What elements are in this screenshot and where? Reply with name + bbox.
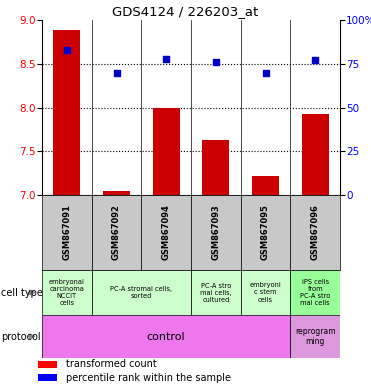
Bar: [241, 270, 290, 315]
Point: [64, 47, 70, 53]
Text: embryoni
c stem
cells: embryoni c stem cells: [250, 283, 281, 303]
Point: [163, 55, 169, 61]
Text: percentile rank within the sample: percentile rank within the sample: [66, 373, 231, 383]
Text: GSM867095: GSM867095: [261, 205, 270, 260]
Bar: [103, 190, 130, 195]
Bar: [42, 270, 92, 315]
Point: [263, 70, 269, 76]
Text: GSM867092: GSM867092: [112, 205, 121, 260]
Bar: [241, 195, 290, 270]
Point: [114, 70, 119, 76]
Bar: [290, 315, 340, 358]
Bar: [42, 195, 92, 270]
Text: GSM867091: GSM867091: [62, 205, 71, 260]
Text: GSM867094: GSM867094: [162, 205, 171, 260]
Bar: [42, 315, 290, 358]
Text: control: control: [147, 331, 186, 341]
Bar: [38, 361, 57, 368]
Text: transformed count: transformed count: [66, 359, 157, 369]
Bar: [92, 270, 191, 315]
Bar: [290, 270, 340, 315]
Bar: [252, 176, 279, 195]
Bar: [191, 270, 241, 315]
Text: embryonal
carcinoma
NCCIT
cells: embryonal carcinoma NCCIT cells: [49, 279, 85, 306]
Bar: [53, 30, 81, 195]
Text: GSM867093: GSM867093: [211, 205, 220, 260]
Text: GDS4124 / 226203_at: GDS4124 / 226203_at: [112, 5, 259, 18]
Text: PC-A stromal cells,
sorted: PC-A stromal cells, sorted: [110, 286, 173, 299]
Bar: [92, 195, 141, 270]
Text: PC-A stro
mal cells,
cultured: PC-A stro mal cells, cultured: [200, 283, 232, 303]
Text: reprogram
ming: reprogram ming: [295, 327, 335, 346]
Point: [213, 59, 219, 65]
Text: cell type: cell type: [1, 288, 43, 298]
Text: iPS cells
from
PC-A stro
mal cells: iPS cells from PC-A stro mal cells: [300, 279, 330, 306]
Bar: [202, 140, 230, 195]
Bar: [191, 195, 241, 270]
Bar: [302, 114, 329, 195]
Bar: [141, 195, 191, 270]
Bar: [38, 374, 57, 381]
Point: [312, 57, 318, 63]
Bar: [152, 108, 180, 195]
Text: protocol: protocol: [1, 331, 40, 341]
Text: GSM867096: GSM867096: [311, 205, 320, 260]
Bar: [290, 195, 340, 270]
